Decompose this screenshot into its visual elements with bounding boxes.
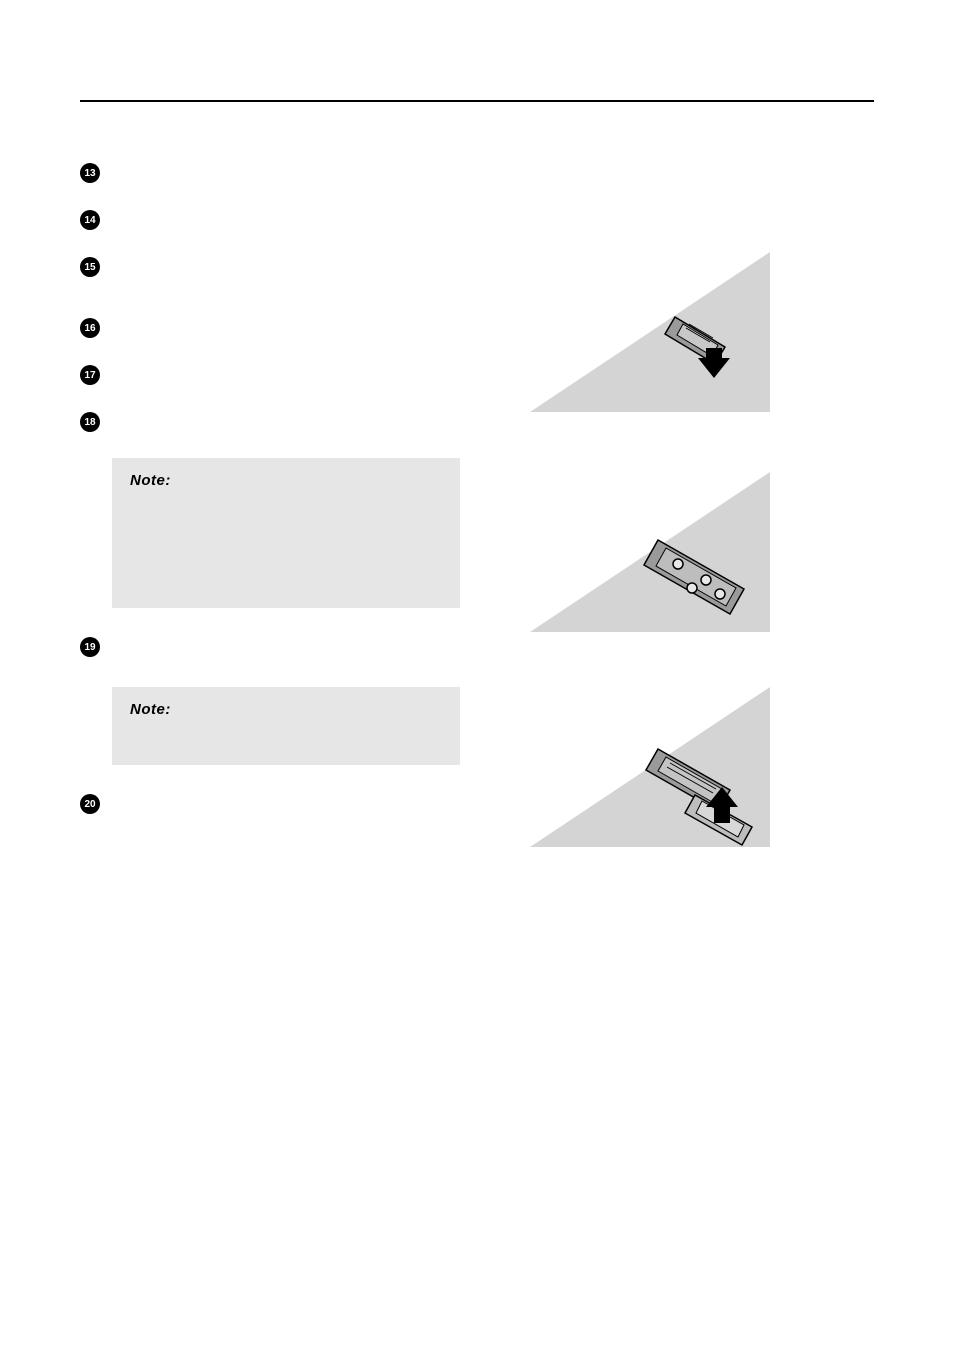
step-bullet-14: 14 <box>80 210 100 230</box>
step-bullet-16: 16 <box>80 318 100 338</box>
step-bullet-13: 13 <box>80 163 100 183</box>
figure-3-svg <box>530 687 770 847</box>
step-16: 16 <box>80 317 460 338</box>
step-bullet-18: 18 <box>80 412 100 432</box>
step-20: 20 <box>80 793 460 814</box>
figure-2-svg <box>530 472 770 632</box>
step-bullet-17: 17 <box>80 365 100 385</box>
figure-1-svg <box>530 252 770 412</box>
screw-hole-icon <box>701 575 711 585</box>
screw-hole-icon <box>715 589 725 599</box>
step-17: 17 <box>80 364 460 385</box>
figures-column <box>490 162 810 877</box>
page: 13 14 15 16 17 18 <box>0 0 954 1351</box>
step-19: 19 <box>80 636 460 657</box>
step-bullet-19: 19 <box>80 637 100 657</box>
note-label-1: Note: <box>130 472 442 489</box>
step-18: 18 <box>80 411 460 432</box>
note-label-2: Note: <box>130 701 442 718</box>
figure-3 <box>530 687 770 847</box>
content-row: 13 14 15 16 17 18 <box>80 162 874 877</box>
steps-column: 13 14 15 16 17 18 <box>80 162 460 877</box>
step-14: 14 <box>80 209 460 230</box>
note-box-2: Note: <box>112 687 460 765</box>
note-box-1: Note: <box>112 458 460 608</box>
step-13: 13 <box>80 162 460 183</box>
top-rule <box>80 100 874 102</box>
screw-hole-icon <box>673 559 683 569</box>
figure-2 <box>530 472 770 632</box>
step-15: 15 <box>80 256 460 277</box>
figure-1 <box>530 252 770 412</box>
step-bullet-15: 15 <box>80 257 100 277</box>
step-bullet-20: 20 <box>80 794 100 814</box>
screw-hole-icon <box>687 583 697 593</box>
